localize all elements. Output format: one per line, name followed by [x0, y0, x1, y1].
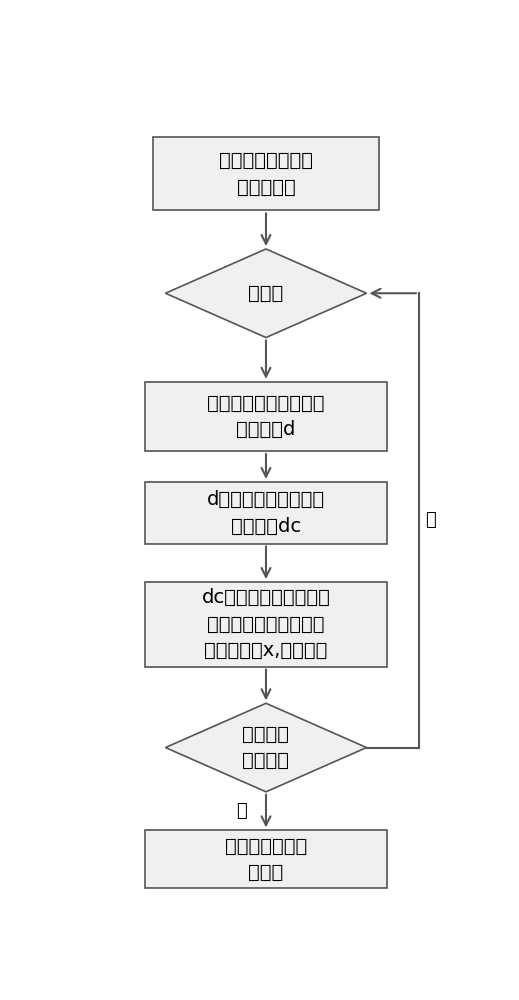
Text: 是: 是	[237, 802, 247, 820]
Text: 是否满足
精度要求: 是否满足 精度要求	[242, 725, 290, 770]
Polygon shape	[166, 249, 366, 338]
FancyBboxPatch shape	[145, 482, 387, 544]
Text: 调入有限元模型及
初始化参数: 调入有限元模型及 初始化参数	[219, 151, 313, 197]
Text: 有限元分析求解，求出
单元位移d: 有限元分析求解，求出 单元位移d	[207, 394, 325, 439]
Text: dc作为输入，采用优化
准则法求出更新后的单
元相对密度x,作为输出: dc作为输入，采用优化 准则法求出更新后的单 元相对密度x,作为输出	[201, 588, 331, 660]
FancyBboxPatch shape	[145, 830, 387, 888]
Text: 否: 否	[426, 511, 436, 529]
Polygon shape	[166, 703, 366, 792]
FancyBboxPatch shape	[154, 137, 379, 210]
FancyBboxPatch shape	[145, 582, 387, 667]
Text: d作为输入，计算应变
能变化率dc: d作为输入，计算应变 能变化率dc	[207, 490, 325, 535]
Text: 主循环: 主循环	[249, 284, 283, 303]
FancyBboxPatch shape	[145, 382, 387, 451]
Text: 输出结果及可视
化结果: 输出结果及可视 化结果	[225, 836, 307, 882]
